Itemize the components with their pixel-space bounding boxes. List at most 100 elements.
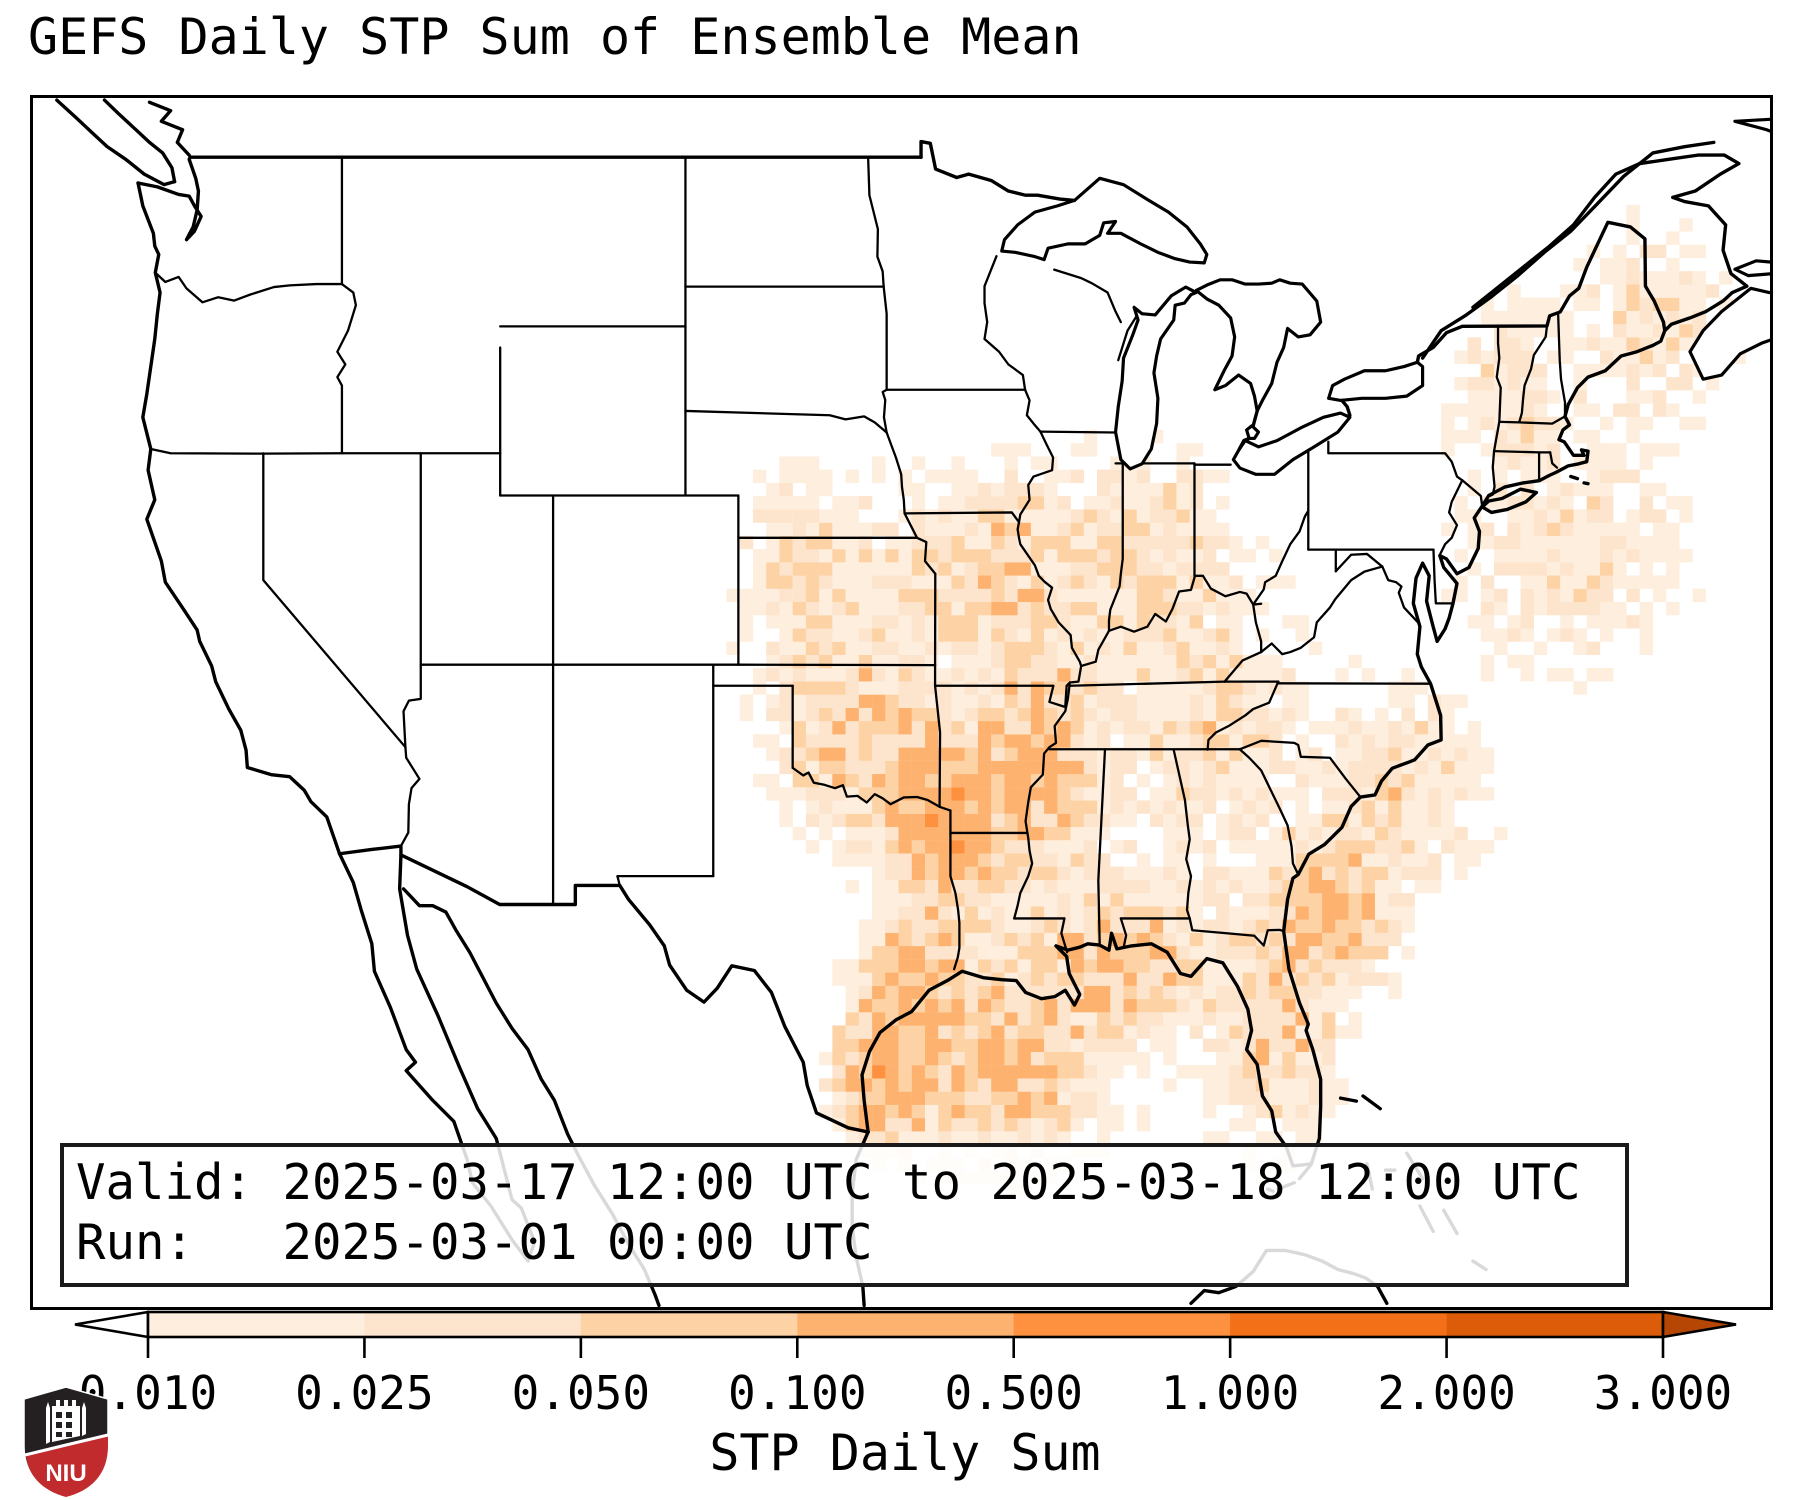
map-path <box>1327 440 1464 482</box>
map-path <box>1060 917 1069 954</box>
map-frame <box>30 95 1773 1310</box>
map-path <box>903 512 937 575</box>
colorbar-tick-label: 0.025 <box>295 1366 434 1420</box>
map-path <box>882 285 888 391</box>
colorbar-tick-label: 0.100 <box>728 1366 867 1420</box>
page-title: GEFS Daily STP Sum of Ensemble Mean <box>28 8 1082 66</box>
map-path <box>1432 548 1455 605</box>
map-path <box>1245 424 1261 441</box>
colorbar-tick-label: 0.050 <box>511 1366 651 1420</box>
map-path <box>1194 278 1323 413</box>
map-path <box>1281 320 1667 1166</box>
map-path <box>1461 479 1484 508</box>
map-path <box>399 746 421 848</box>
map-path <box>1381 565 1422 626</box>
map-path <box>136 181 342 856</box>
map-path <box>866 156 885 288</box>
map-path <box>1518 324 1549 424</box>
map-path <box>141 416 502 455</box>
map-path <box>949 809 961 971</box>
map-path <box>881 388 888 434</box>
map-path <box>102 98 177 184</box>
colorbar-tick-label: 3.000 <box>1593 1366 1733 1420</box>
colorbar-axis-label: STP Daily Sum <box>709 1424 1101 1482</box>
map-path <box>903 511 1021 524</box>
map-path <box>1023 388 1042 433</box>
great-lakes-layer <box>1000 117 1770 476</box>
map-path <box>1080 574 1263 668</box>
map-path <box>1206 680 1280 751</box>
map-path <box>791 766 952 812</box>
castle-icon <box>46 1400 86 1444</box>
map-path <box>1688 286 1770 381</box>
map-path <box>1340 398 1352 417</box>
map-path <box>933 681 1071 709</box>
map-path <box>1097 748 1107 947</box>
map-path <box>1119 917 1128 950</box>
info-box: Valid: 2025-03-17 12:00 UTC to 2025-03-1… <box>60 1143 1629 1287</box>
colorbar <box>70 1309 1746 1361</box>
map-path <box>262 452 407 749</box>
map-path <box>55 98 177 187</box>
map-path <box>1053 268 1122 324</box>
map-path <box>1260 565 1384 656</box>
map-path <box>1487 324 1502 498</box>
map-path <box>1000 176 1209 265</box>
map-path <box>136 155 203 242</box>
map-path <box>885 431 906 515</box>
map-path <box>1471 153 1749 333</box>
map-path <box>1017 430 1055 524</box>
map-path <box>1338 1096 1359 1103</box>
colorbar-tick-label: 0.500 <box>944 1366 1083 1420</box>
map-path <box>1013 664 1083 920</box>
map-path <box>684 409 888 434</box>
map-path <box>1107 462 1124 632</box>
map-path <box>1069 680 1226 687</box>
map-path <box>933 684 942 808</box>
map-path <box>1252 603 1263 654</box>
map-path <box>1420 140 1716 360</box>
map-path <box>1492 450 1552 454</box>
map-path <box>1252 509 1310 606</box>
map-path <box>1499 415 1567 425</box>
colorbar-tick-label: 1.000 <box>1160 1366 1300 1420</box>
run-time-text: Run: 2025-03-01 00:00 UTC <box>76 1214 873 1271</box>
niu-logo-text: NIU <box>45 1460 86 1487</box>
map-path <box>919 139 1077 203</box>
map-path <box>1334 552 1384 573</box>
map-path <box>1327 360 1425 402</box>
map-path <box>1733 259 1770 278</box>
map-path <box>1223 650 1263 683</box>
map-path <box>1238 748 1300 876</box>
niu-logo: NIU <box>23 1386 109 1498</box>
map-path <box>616 874 715 887</box>
colorbar-tick-label: 2.000 <box>1377 1366 1516 1420</box>
map-path <box>1733 117 1770 133</box>
map-path <box>1556 312 1567 418</box>
map-path <box>1238 739 1362 799</box>
colorbar-under-arrow <box>74 1310 150 1339</box>
map-path <box>1172 749 1193 920</box>
map-path <box>1117 312 1140 362</box>
valid-time-text: Valid: 2025-03-17 12:00 UTC to 2025-03-1… <box>76 1154 1581 1211</box>
map-path <box>983 255 1027 391</box>
map-path <box>1188 917 1285 947</box>
map-path <box>1549 451 1559 469</box>
map-path <box>1039 430 1117 434</box>
map-path <box>1016 521 1083 668</box>
map-path <box>1569 474 1580 481</box>
map-path <box>147 100 191 157</box>
map-path <box>1415 220 1666 364</box>
state-borders-layer <box>141 156 1567 971</box>
map-path <box>402 452 422 749</box>
map-path <box>336 282 358 455</box>
map-path <box>860 931 1314 1168</box>
map-path <box>1251 409 1259 428</box>
map-path <box>1231 411 1352 476</box>
map-path <box>1438 479 1464 556</box>
map-path <box>1113 285 1198 471</box>
map-path <box>337 844 870 1134</box>
map-path <box>1480 487 1539 515</box>
map-path <box>1237 436 1251 451</box>
map-path <box>1361 1094 1382 1111</box>
